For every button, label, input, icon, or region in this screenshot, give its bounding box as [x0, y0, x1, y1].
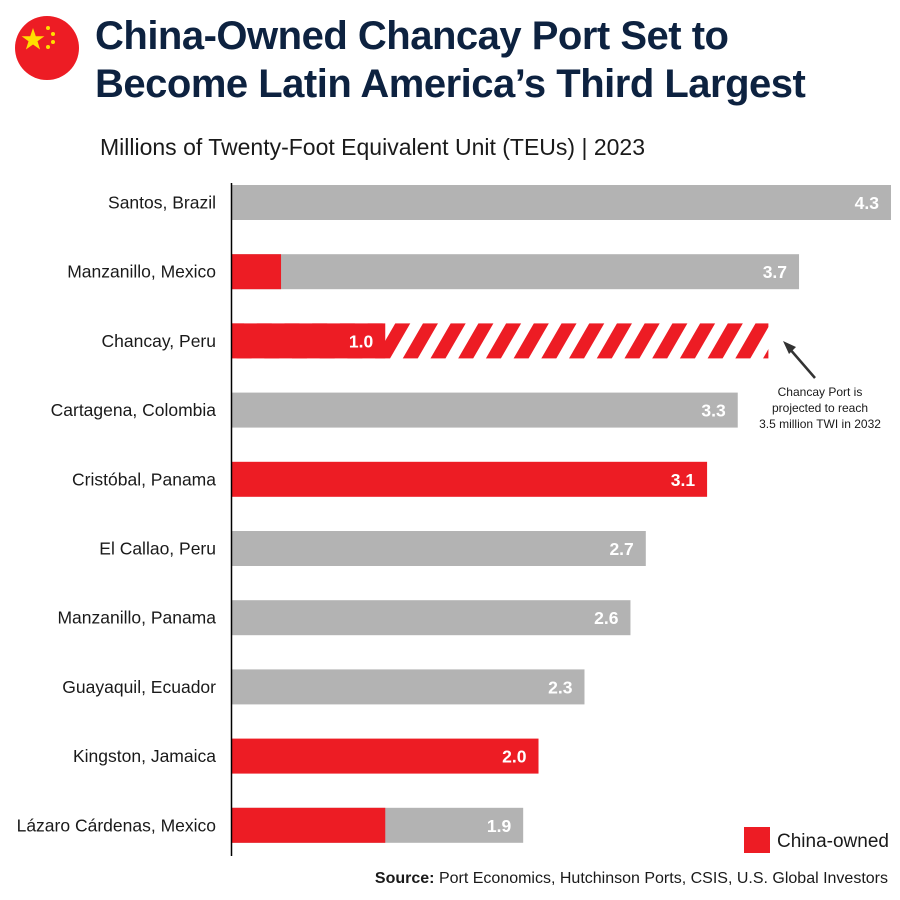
annotation-line-2: projected to reach [772, 401, 868, 415]
bar-china [232, 738, 539, 774]
category-label: Manzanillo, Mexico [67, 262, 216, 282]
bar-china [232, 323, 386, 359]
value-label: 3.7 [763, 262, 787, 282]
value-label: 1.0 [349, 331, 374, 351]
value-label: 4.3 [855, 193, 880, 213]
source-text: Port Economics, Hutchinson Ports, CSIS, … [438, 870, 888, 887]
category-label: Cartagena, Colombia [51, 400, 217, 420]
bar [232, 254, 800, 290]
value-label: 3.3 [701, 401, 726, 421]
legend: China-owned [744, 827, 889, 853]
legend-label: China-owned [777, 831, 889, 852]
arrow-head-icon [783, 341, 796, 354]
china-flag-icon [15, 16, 79, 80]
value-label: 2.3 [548, 677, 573, 697]
category-label: Guayaquil, Ecuador [62, 677, 216, 697]
title-line-1: China-Owned Chancay Port Set to [95, 14, 729, 58]
bar [232, 392, 738, 428]
annotation-line-3: 3.5 million TWI in 2032 [759, 417, 881, 431]
annotation: Chancay Port is projected to reach 3.5 m… [759, 341, 881, 431]
value-label: 2.7 [609, 539, 633, 559]
bar-china [232, 461, 708, 497]
value-label: 2.0 [502, 747, 527, 767]
category-label: El Callao, Peru [99, 539, 216, 559]
category-label: Cristóbal, Panama [72, 469, 216, 489]
bar [232, 669, 585, 705]
annotation-line-1: Chancay Port is [778, 385, 863, 399]
category-label: Kingston, Jamaica [73, 746, 216, 766]
bar [232, 185, 891, 220]
category-label: Lázaro Cárdenas, Mexico [17, 815, 216, 835]
chart-title: China-Owned Chancay Port Set to Become L… [95, 12, 895, 108]
source-note: Source: Port Economics, Hutchinson Ports… [375, 870, 888, 888]
annotation-arrow [788, 347, 816, 379]
chart-subtitle: Millions of Twenty-Foot Equivalent Unit … [100, 134, 645, 160]
value-label: 3.1 [671, 470, 696, 490]
category-label: Santos, Brazil [108, 193, 216, 213]
bar-china [232, 807, 386, 843]
bar-china [232, 254, 282, 290]
value-label: 1.9 [487, 816, 512, 836]
category-label: Manzanillo, Panama [57, 608, 216, 628]
legend-swatch [744, 827, 770, 853]
value-label: 2.6 [594, 608, 619, 628]
bar [232, 600, 631, 636]
source-label: Source: [374, 870, 435, 887]
title-line-2: Become Latin America’s Third Largest [95, 62, 806, 106]
category-label: Chancay, Peru [102, 331, 216, 351]
bar [232, 531, 646, 566]
